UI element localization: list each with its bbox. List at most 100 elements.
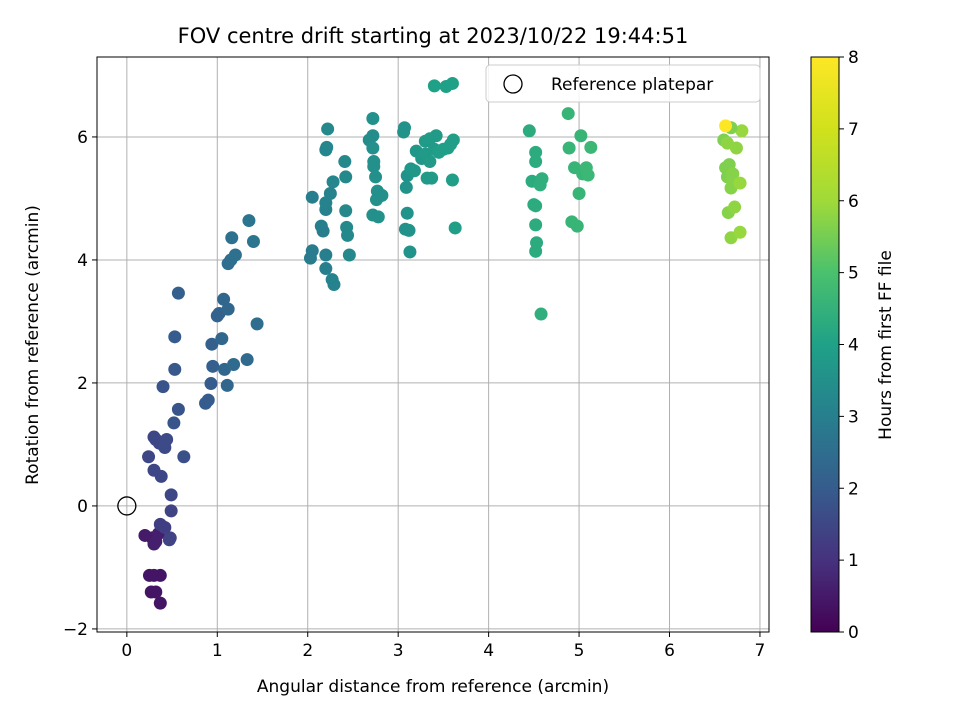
scatter-point: [305, 190, 319, 204]
x-tick-label: 2: [302, 641, 313, 661]
scatter-point: [168, 362, 182, 376]
scatter-point: [448, 221, 462, 235]
colorbar-ticks: 0 1 2 3 4 5 6 7 8: [839, 48, 859, 643]
colorbar-tick-label: 7: [848, 120, 859, 140]
x-axis-label: Angular distance from reference (arcmin): [257, 677, 609, 697]
scatter-point: [572, 187, 586, 201]
legend-entry-reference: Reference platepar: [551, 75, 713, 95]
scatter-point: [342, 248, 356, 262]
y-tick-label: 6: [77, 128, 88, 148]
scatter-point: [158, 520, 172, 534]
scatter-point: [719, 119, 733, 133]
scatter-point: [242, 214, 256, 228]
scatter-point: [327, 278, 341, 292]
scatter-point: [158, 441, 172, 455]
reference-platepar-marker: [117, 496, 137, 516]
scatter-point: [217, 292, 231, 306]
scatter-point: [168, 330, 182, 344]
scatter-point: [369, 193, 383, 207]
scatter-point: [728, 200, 742, 214]
scatter-point: [321, 122, 335, 136]
x-tick-label: 6: [664, 641, 675, 661]
scatter-point: [338, 155, 352, 169]
scatter-point: [164, 504, 178, 518]
legend-marker-reference: [503, 74, 523, 94]
x-tick-label: 0: [121, 641, 132, 661]
scatter-point: [339, 204, 353, 218]
scatter-point: [366, 111, 380, 125]
scatter-point: [305, 244, 319, 258]
scatter-point: [529, 145, 543, 159]
colorbar-label: Hours from first FF file: [876, 250, 896, 440]
scatter-point: [177, 450, 191, 464]
colorbar-tick-label: 0: [848, 623, 859, 643]
scatter-points: [138, 76, 749, 610]
scatter-point: [201, 393, 215, 407]
y-axis-label: Rotation from reference (arcmin): [23, 205, 43, 485]
scatter-point: [221, 302, 235, 316]
scatter-point: [341, 228, 355, 242]
axes: [92, 56, 770, 637]
scatter-point: [228, 248, 242, 262]
scatter-point: [529, 155, 543, 169]
scatter-point: [581, 168, 595, 182]
scatter-point: [319, 262, 333, 276]
scatter-point: [529, 199, 543, 213]
scatter-point: [225, 231, 239, 245]
x-tick-label: 4: [483, 641, 494, 661]
scatter-point: [246, 234, 260, 248]
legend: Reference platepar: [485, 64, 761, 103]
y-tick-label: 4: [77, 251, 88, 271]
scatter-point: [570, 219, 584, 233]
scatter-point: [445, 173, 459, 187]
x-tick-label: 5: [574, 641, 585, 661]
scatter-point: [398, 121, 412, 135]
y-tick-label: −2: [63, 620, 88, 640]
scatter-point: [147, 463, 161, 477]
scatter-point: [446, 133, 460, 147]
scatter-point: [153, 596, 167, 610]
scatter-point: [562, 141, 576, 155]
scatter-point: [366, 141, 380, 155]
colorbar-tick-label: 8: [848, 48, 859, 68]
colorbar-tick-label: 2: [848, 479, 859, 499]
plot-frame: [96, 56, 770, 633]
colorbar-tick-label: 6: [848, 192, 859, 212]
scatter-point: [522, 124, 536, 138]
scatter-point: [250, 317, 264, 331]
scatter-point: [535, 172, 549, 186]
scatter-point: [561, 107, 575, 121]
colorbar-gradient: [810, 56, 840, 633]
scatter-point: [399, 180, 413, 194]
scatter-point: [529, 218, 543, 232]
scatter-point: [153, 568, 167, 582]
tick-labels: 0 1 2 3 4 5 6 7 −2 0 2 4 6: [63, 128, 765, 661]
scatter-point: [240, 353, 254, 367]
chart-title: FOV centre drift starting at 2023/10/22 …: [178, 24, 689, 48]
scatter-point: [167, 416, 181, 430]
scatter-point: [371, 210, 385, 224]
x-tick-label: 1: [212, 641, 223, 661]
scatter-point: [367, 159, 381, 173]
scatter-point: [403, 245, 417, 259]
scatter-point: [735, 124, 749, 138]
y-tick-label: 2: [77, 374, 88, 394]
x-tick-label: 3: [393, 641, 404, 661]
colorbar-tick-label: 5: [848, 264, 859, 284]
scatter-point: [204, 377, 218, 391]
scatter-point: [316, 224, 330, 238]
scatter-point: [220, 378, 234, 392]
reference-marker-layer: [117, 496, 137, 516]
colorbar: 0 1 2 3 4 5 6 7 8 Hours from first FF file: [810, 48, 896, 643]
scatter-point: [584, 140, 598, 154]
scatter-point: [164, 488, 178, 502]
scatter-point: [320, 140, 334, 154]
scatter-point: [339, 170, 353, 184]
scatter-point: [720, 136, 734, 150]
scatter-point: [574, 129, 588, 143]
scatter-point: [445, 76, 459, 90]
scatter-point: [227, 357, 241, 371]
scatter-point: [407, 164, 421, 178]
scatter-point: [149, 585, 163, 599]
